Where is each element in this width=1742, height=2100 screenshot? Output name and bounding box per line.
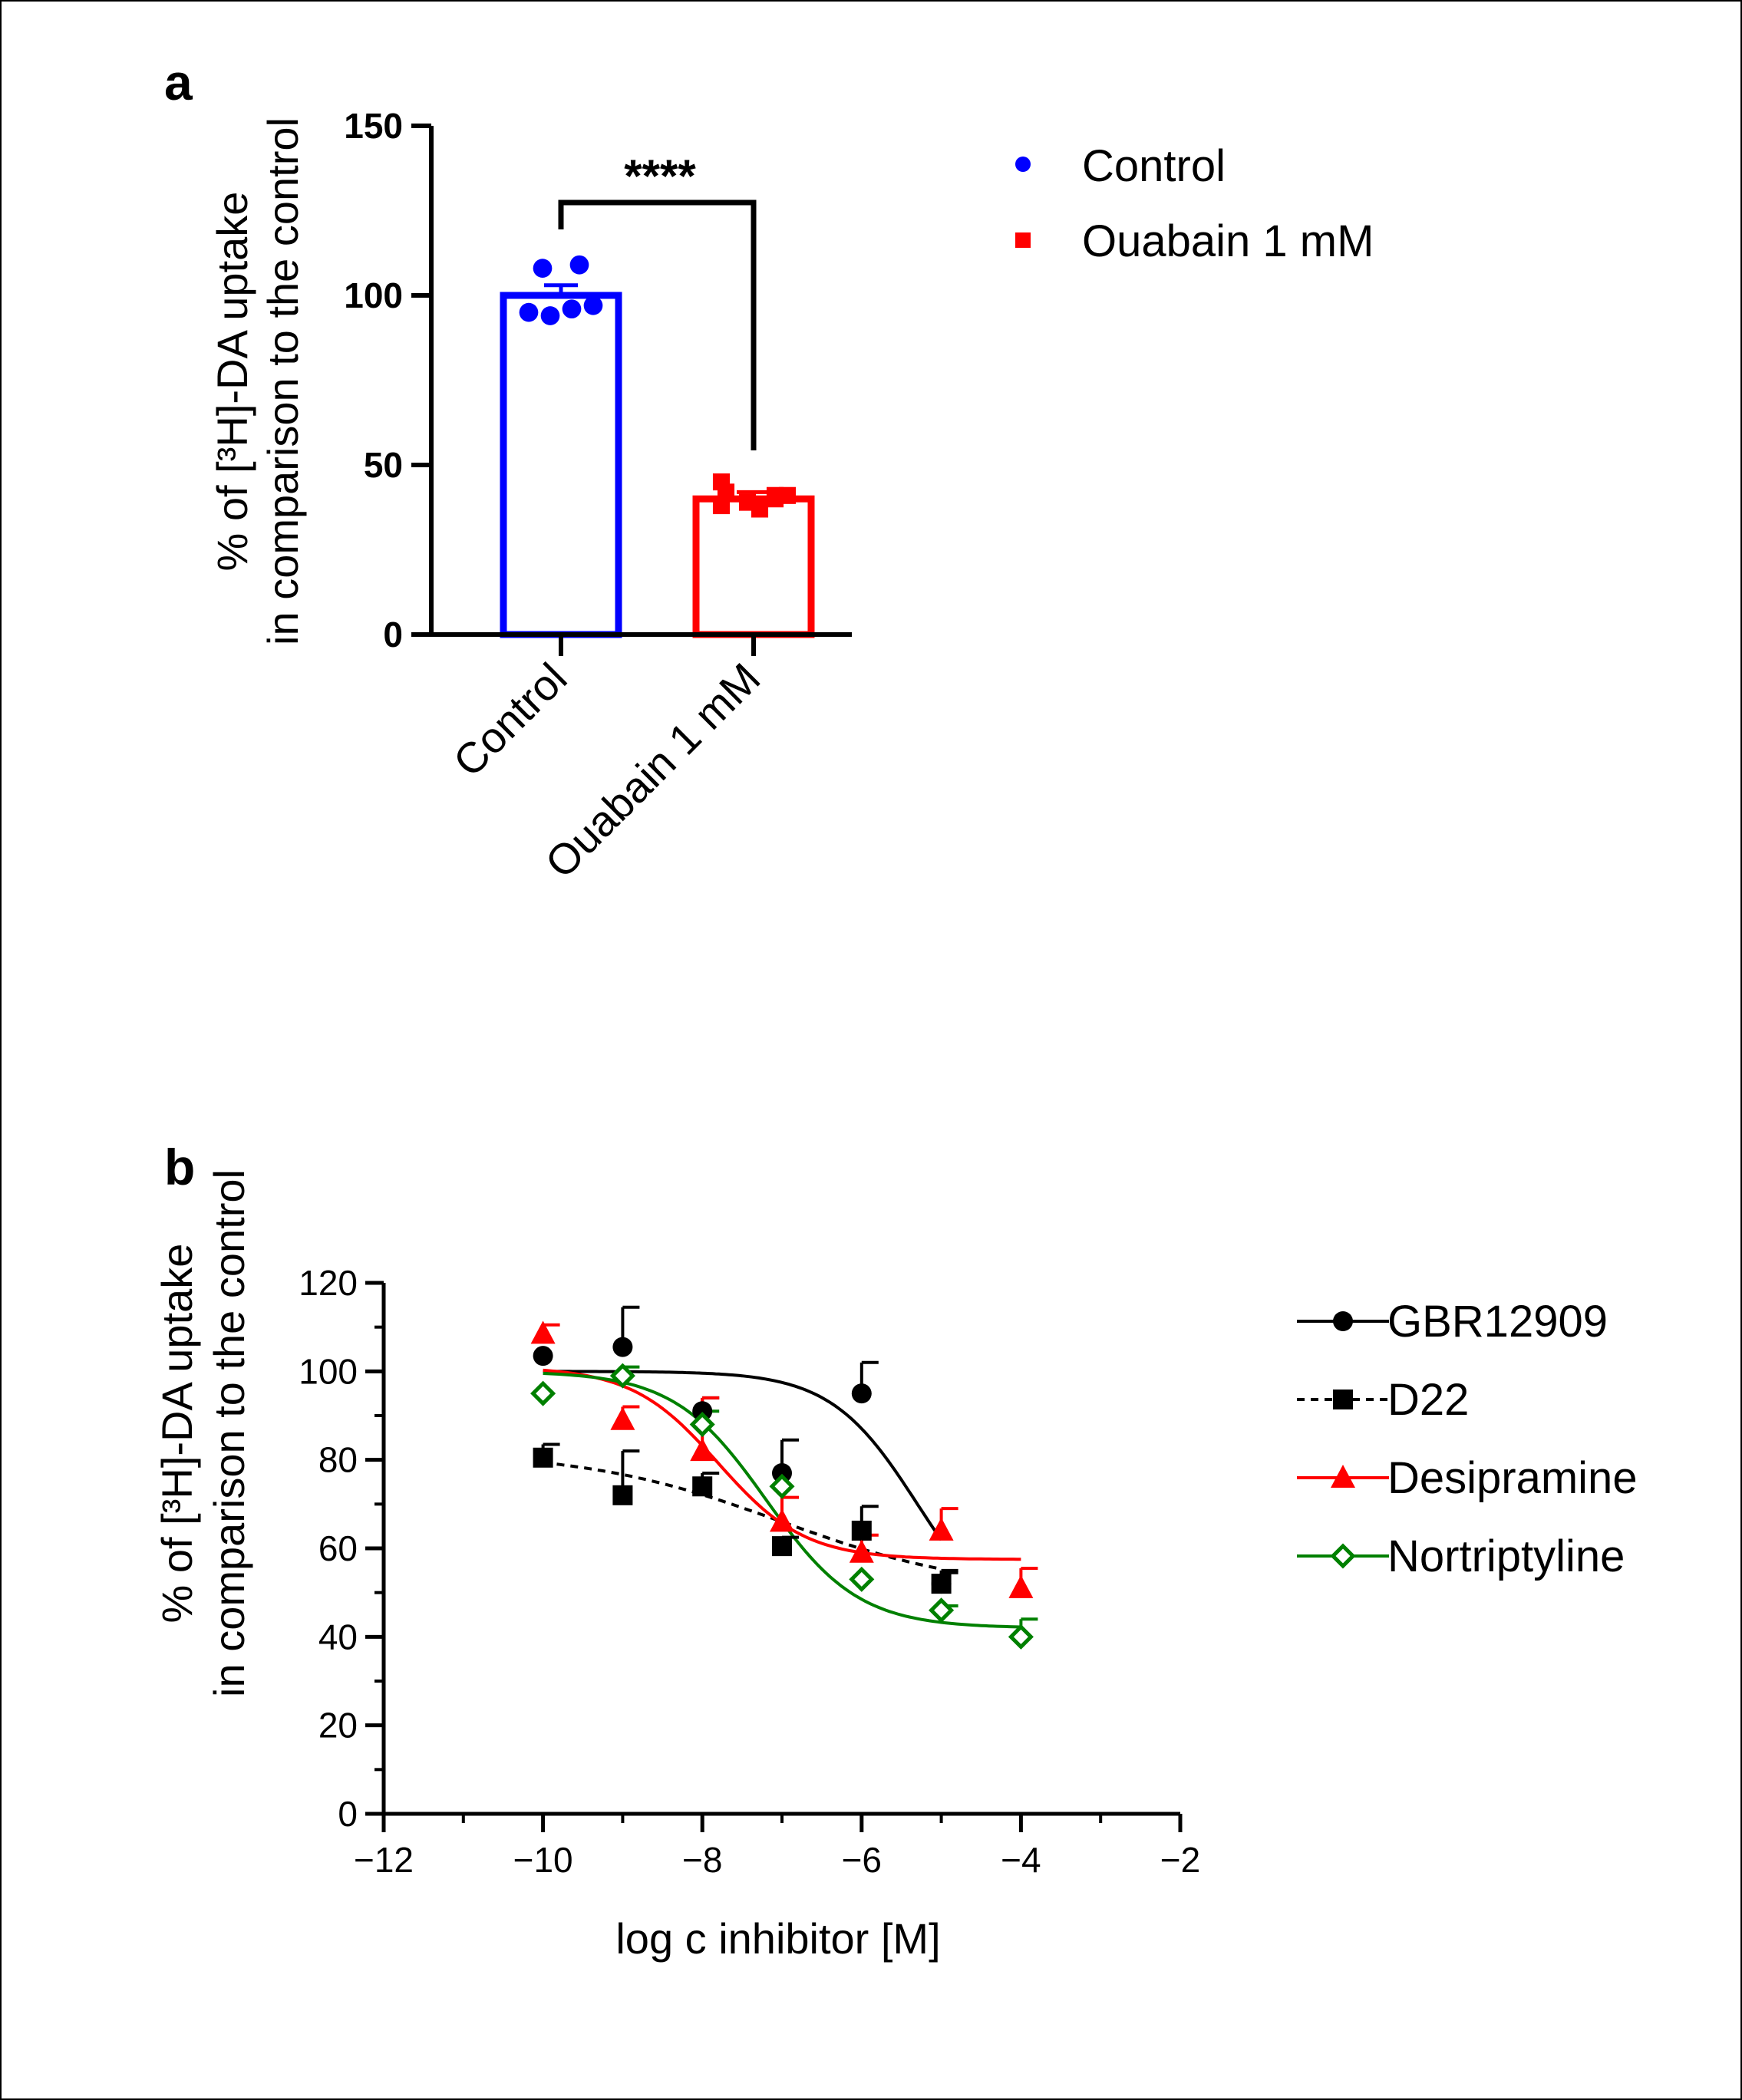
panel-b-x-axis-label: log c inhibitor [M] (615, 1914, 940, 1963)
panel-b-y-tick-label-0: 0 (338, 1794, 358, 1834)
point-gbr12909-3 (772, 1462, 792, 1483)
point-d22-5 (931, 1574, 952, 1594)
ouabain-point-2 (712, 496, 731, 515)
panel-b-label: b (164, 1139, 195, 1195)
point-nortriptyline-2 (689, 1411, 715, 1438)
control-point-1 (569, 255, 589, 275)
point-d22-1 (612, 1485, 633, 1505)
point-desipramine-5 (929, 1517, 954, 1541)
legend-marker-desipramine (1331, 1465, 1355, 1488)
bar-ouabain-1-mm (692, 495, 815, 638)
panel-b-y-tick-label-2: 40 (318, 1617, 358, 1657)
legend-marker-nortriptyline (1330, 1543, 1356, 1569)
panel-b-y-tick-label-1: 20 (318, 1706, 358, 1746)
legend-marker-d22 (1333, 1390, 1353, 1409)
bar-control (500, 292, 622, 638)
panel-b-legend: GBR12909 D22 Desipramine Nortriptyline (1297, 1297, 1638, 1581)
legend-marker-gbr12909 (1333, 1311, 1353, 1331)
panel-a-y-tick-label-0: 0 (383, 615, 403, 654)
panel-a-ylabel-line1: % of [³H]-DA uptake (208, 192, 256, 572)
point-nortriptyline-6 (1008, 1624, 1034, 1650)
panel-a-axes (429, 126, 852, 656)
panel-b-x-tick-label-3: −6 (842, 1840, 882, 1880)
ouabain-point-7 (766, 486, 784, 504)
control-point-3 (540, 306, 560, 325)
legend-label-nortriptyline: Nortriptyline (1387, 1531, 1625, 1581)
panel-a-y-tick-label-3: 150 (344, 106, 403, 146)
panel-a-label: a (164, 54, 193, 110)
panel-a-y-tick-label-2: 100 (344, 275, 403, 315)
panel-a-y-ticks: 0 50 100 150 (344, 106, 431, 654)
panel-b-ylabel-line2: in comparison to the control (205, 1169, 253, 1697)
point-d22-4 (851, 1520, 872, 1541)
panel-a-points (519, 255, 797, 518)
panel-b-points (530, 1320, 1034, 1650)
control-point-0 (533, 259, 553, 278)
point-d22-0 (533, 1447, 553, 1468)
legend-control-label: Control (1082, 141, 1226, 191)
point-desipramine-1 (610, 1406, 635, 1430)
point-d22-3 (772, 1536, 792, 1557)
legend-ouabain-marker (1015, 232, 1031, 248)
point-gbr12909-2 (692, 1401, 713, 1422)
point-desipramine-2 (690, 1438, 715, 1462)
panel-a-y-axis-label: % of [³H]-DA uptake in comparison to the… (208, 117, 307, 645)
control-point-5 (583, 295, 603, 315)
point-nortriptyline-1 (609, 1363, 635, 1389)
point-desipramine-4 (849, 1539, 874, 1563)
significance-label: **** (624, 150, 696, 202)
legend-label-desipramine: Desipramine (1387, 1453, 1638, 1503)
control-point-4 (562, 299, 582, 319)
panel-b-y-axis-label: % of [³H]-DA uptake in comparison to the… (153, 1169, 253, 1697)
panel-a-y-tick-label-1: 50 (364, 445, 403, 485)
panel-b-x-tick-label-1: −10 (513, 1840, 573, 1880)
point-nortriptyline-3 (769, 1473, 795, 1499)
point-nortriptyline-5 (929, 1597, 955, 1624)
point-gbr12909-4 (851, 1383, 872, 1404)
point-desipramine-3 (770, 1508, 794, 1532)
point-gbr12909-1 (612, 1337, 633, 1357)
panel-a-ylabel-line2: in comparison to the control (259, 117, 307, 645)
panel-a-significance: **** (558, 150, 757, 450)
point-desipramine-0 (530, 1320, 556, 1344)
panel-b-y-tick-label-6: 120 (299, 1263, 358, 1303)
legend-label-d22: D22 (1387, 1375, 1469, 1425)
panel-b-x-tick-label-0: −12 (354, 1840, 414, 1880)
fit-curve-gbr12909 (543, 1370, 943, 1541)
ouabain-point-4 (751, 500, 769, 518)
legend-control-marker (1015, 157, 1031, 172)
panel-b-y-tick-label-4: 80 (318, 1440, 358, 1480)
legend-label-gbr12909: GBR12909 (1387, 1297, 1608, 1347)
point-nortriptyline-0 (530, 1380, 556, 1406)
legend-ouabain-label: Ouabain 1 mM (1082, 216, 1374, 266)
point-d22-2 (692, 1476, 713, 1497)
point-desipramine-6 (1008, 1574, 1034, 1598)
control-point-2 (519, 302, 539, 322)
point-gbr12909-0 (533, 1346, 553, 1366)
panel-b-ylabel-line1: % of [³H]-DA uptake (153, 1244, 201, 1624)
point-nortriptyline-4 (849, 1566, 875, 1592)
panel-b-y-tick-label-3: 60 (318, 1528, 358, 1568)
panel-a-legend: Control Ouabain 1 mM (1015, 141, 1374, 266)
ouabain-point-1 (717, 483, 735, 501)
panel-b-axes: 0 20 40 60 80 100 120 −12 −10 −8 −6 −4 −2 (299, 1263, 1200, 1880)
panel-b-x-tick-label-5: −2 (1160, 1840, 1200, 1880)
panel-b-x-tick-label-2: −8 (682, 1840, 722, 1880)
panel-b-y-tick-label-5: 100 (299, 1351, 358, 1391)
panel-b-x-tick-label-4: −4 (1001, 1840, 1041, 1880)
